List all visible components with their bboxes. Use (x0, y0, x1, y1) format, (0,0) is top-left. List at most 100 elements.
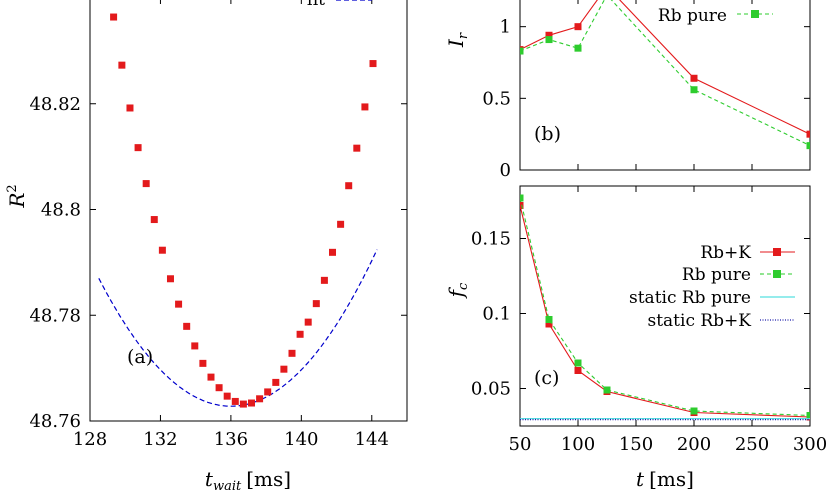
panel-c-xtick-label: 150 (619, 434, 653, 455)
panel-b-series (520, 0, 810, 150)
legend-c-rbk-label: Rb+K (700, 243, 751, 263)
panel-c-rb-k-line (520, 205, 810, 418)
panel-a-data-point (215, 384, 223, 392)
panel-c-label: (c) (534, 367, 559, 389)
panel-b-ytick-label: 0.5 (482, 88, 511, 109)
panel-b-xticks (519, 0, 811, 170)
panel-a-data-point (142, 180, 150, 188)
legend-b-rb-pure-label: Rb pure (658, 6, 727, 26)
panel-c-xlabel: t [ms] (636, 467, 694, 491)
panel-a-data-point (304, 318, 312, 326)
panel-b-yticks: 00.51 (482, 17, 810, 181)
panel-a-data-point (134, 144, 142, 152)
panel-a-xtick-label: 128 (73, 429, 107, 450)
panel-a-data-point (183, 322, 191, 330)
panel-c-xtick-label: 250 (735, 434, 769, 455)
panel-c-yticks: 0.05 0.1 0.15 (471, 229, 810, 400)
panel-a-data-point (231, 397, 239, 405)
panel-a-data-points (110, 13, 377, 408)
panel-a-data-point (280, 365, 288, 373)
panel-a-data-point (118, 61, 126, 69)
panel-c-rb-pure-point (520, 194, 524, 202)
panel-b-rb-pure-point (806, 142, 810, 150)
panel-a-data-point (256, 395, 264, 403)
panel-b: 00.51 Rb pure (b) Ir (444, 0, 811, 181)
panel-a-data-point (239, 400, 247, 408)
legend-c-rbpure-marker (773, 270, 781, 278)
panel-a-fit-curve (98, 249, 378, 407)
panel-a-data-point (191, 342, 199, 350)
panel-c-rb-k-point (574, 367, 582, 374)
panel-c-rb-k-point (545, 320, 553, 328)
panel-a-data-point (337, 220, 345, 228)
panel-a-data-point (199, 359, 207, 367)
panel-b-ytick-label: 1 (500, 17, 511, 38)
panel-a-data-point (320, 276, 328, 284)
panel-c-xtick-label: 50 (509, 434, 532, 455)
panel-c-rb-pure-point (806, 412, 810, 419)
panel-a-label: (a) (127, 346, 153, 368)
panel-a-data-point (166, 275, 174, 283)
panel-a-data-point (329, 248, 337, 256)
legend-c-static-rbk-label: static Rb+K (647, 311, 751, 331)
panel-c-rb-pure-line (520, 197, 810, 417)
panel-a-data-point (223, 392, 231, 400)
panel-a-data-point (369, 60, 377, 68)
panel-a-data-point (288, 349, 296, 357)
panel-a-data-point (272, 378, 280, 386)
panel-c-ytick-label: 0.15 (471, 229, 511, 250)
panel-a-data-point (247, 399, 255, 407)
panel-a-data-point (345, 182, 353, 190)
panel-a-xticks: 128 132 136 140 144 (73, 0, 389, 450)
panel-b-ylabel: Ir (444, 32, 471, 48)
panel-a-data-point (312, 300, 320, 308)
panel-b-rb-k-point (574, 23, 582, 31)
panel-b-rb-k-point (806, 130, 810, 138)
panel-c-legend: Rb+K Rb pure static Rb pure static Rb+K (629, 243, 795, 331)
panel-b-rb-pure-point (574, 44, 582, 52)
panel-a-data-point (361, 103, 369, 111)
panel-b-frame (519, 0, 811, 171)
panel-c-xtick-label: 300 (793, 434, 827, 455)
panel-c-xticks: 50 100 150 200 250 300 (509, 186, 827, 455)
panel-b-rb-k-line (520, 0, 810, 135)
panel-a-xtick-label: 140 (284, 429, 318, 450)
panel-a-data-point (353, 144, 361, 152)
panel-b-rb-pure-line (520, 0, 810, 147)
panel-a-data-point (126, 104, 134, 112)
panel-a-ytick-label: 48.78 (29, 305, 81, 326)
panel-c-ylabel: fc (444, 282, 471, 299)
panel-a-data-point (110, 13, 118, 21)
panel-c-rb-pure-point (574, 359, 582, 367)
panel-b-label: (b) (534, 123, 561, 145)
panel-a-data-point (175, 300, 183, 308)
panel-c-series (520, 194, 810, 421)
panel-c-rb-pure-point (690, 407, 698, 415)
panel-c-xtick-label: 200 (677, 434, 711, 455)
panel-a-yticks: 48.76 48.78 48.8 48.82 (29, 94, 407, 432)
panel-c-xtick-label: 100 (561, 434, 595, 455)
panel-a-ytick-label: 48.8 (41, 200, 81, 221)
legend-c-static-rbpure-label: static Rb pure (629, 288, 751, 308)
panel-a-xtick-label: 144 (355, 429, 389, 450)
legend-c-rbpure-label: Rb pure (682, 265, 751, 285)
panel-a-data-point (158, 246, 166, 254)
panel-a-xlabel: twait [ms] (205, 467, 291, 494)
panel-b-rb-pure-point (520, 47, 524, 55)
panel-a-data-point (296, 330, 304, 338)
legend-fit-label: fit (307, 0, 325, 10)
panel-c-ytick-label: 0.05 (471, 379, 511, 400)
panel-a-xtick-label: 136 (214, 429, 248, 450)
panel-a-data-point (207, 373, 215, 381)
panel-a-ylabel: R2 (5, 184, 29, 208)
panel-b-rb-k-point (545, 31, 553, 39)
panel-c-frame (519, 185, 811, 427)
panel-b-ytick-label: 0 (500, 160, 511, 181)
panel-c-ytick-label: 0.1 (482, 304, 511, 325)
panel-c-rb-pure-point (545, 316, 553, 323)
panel-a-ytick-label: 48.76 (29, 411, 81, 432)
panel-a-xtick-label: 132 (143, 429, 177, 450)
panel-c-rb-pure-point (603, 386, 611, 394)
